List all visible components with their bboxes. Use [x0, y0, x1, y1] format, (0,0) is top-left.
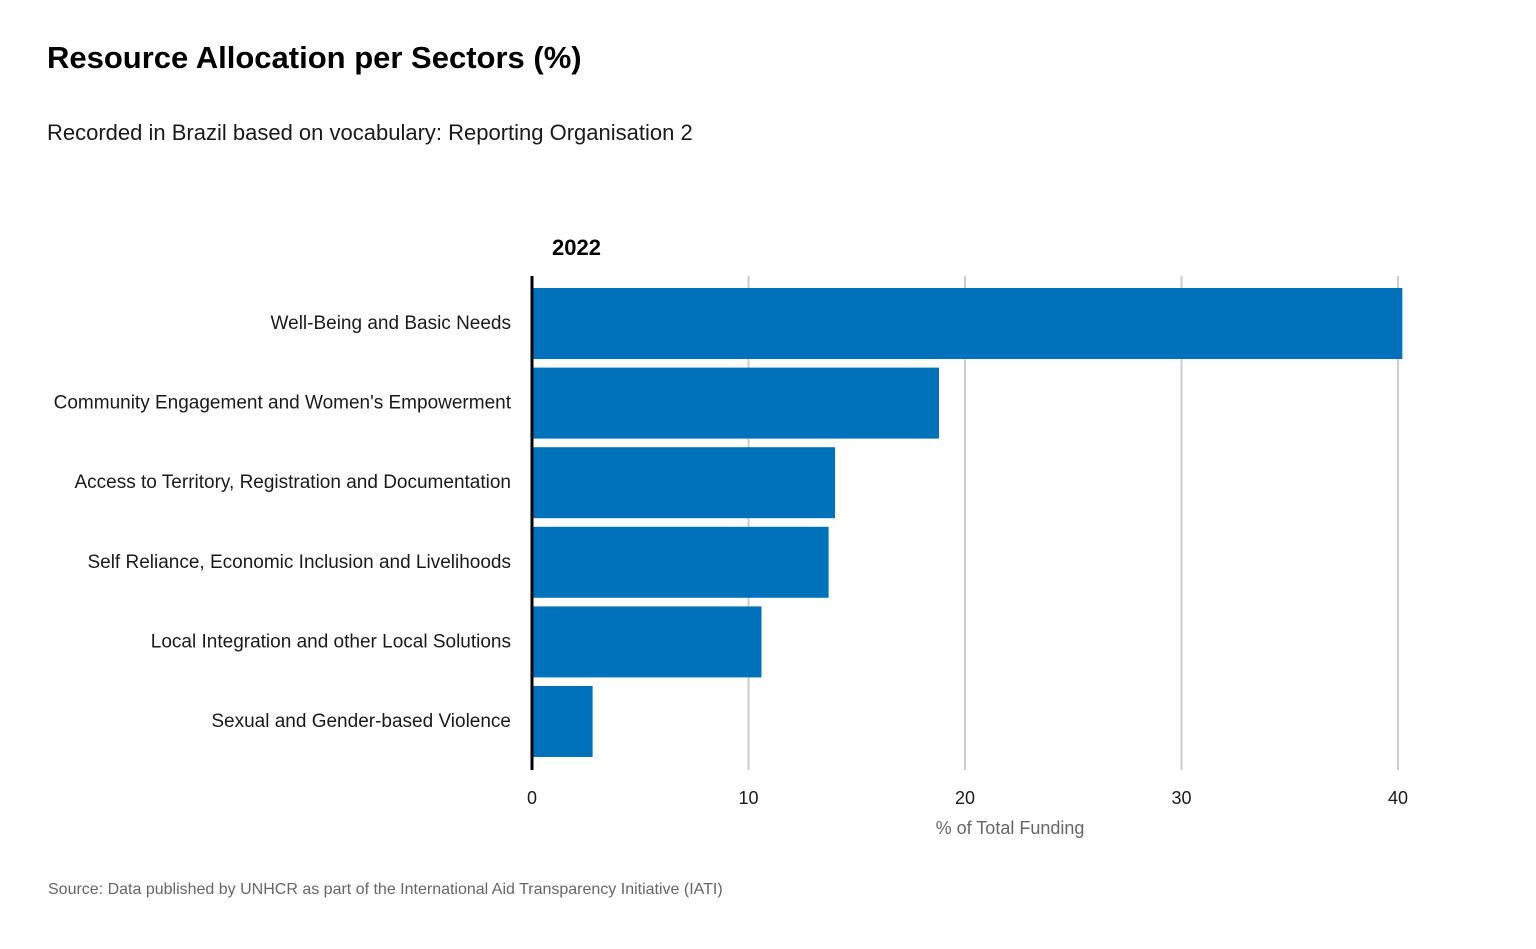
category-label-1: Well-Being and Basic Needs: [271, 313, 511, 334]
bar-1: [532, 288, 1403, 359]
category-label-6: Sexual and Gender-based Violence: [211, 711, 511, 732]
chart-title: Resource Allocation per Sectors (%): [47, 40, 582, 75]
x-tick-labels: 0 10 20 30 40: [527, 788, 1408, 808]
x-tick-label-20: 20: [955, 788, 975, 808]
x-axis-title: % of Total Funding: [936, 818, 1085, 838]
bars: [532, 288, 1403, 757]
category-label-5: Local Integration and other Local Soluti…: [151, 631, 511, 652]
x-tick-label-10: 10: [738, 788, 758, 808]
bar-2: [532, 367, 940, 439]
bar-3: [532, 447, 836, 519]
x-tick-label-0: 0: [527, 788, 537, 808]
chart-subtitle: Recorded in Brazil based on vocabulary: …: [47, 120, 693, 145]
category-label-4: Self Reliance, Economic Inclusion and Li…: [87, 552, 511, 573]
source-note: Source: Data published by UNHCR as part …: [48, 881, 723, 898]
x-tick-label-40: 40: [1388, 788, 1408, 808]
bar-6: [532, 686, 593, 757]
facet-label: 2022: [552, 235, 601, 260]
bar-5: [532, 606, 762, 678]
category-labels: Well-Being and Basic Needs Community Enga…: [54, 313, 512, 732]
category-label-3: Access to Territory, Registration and Do…: [75, 472, 512, 493]
x-tick-label-30: 30: [1171, 788, 1191, 808]
bar-4: [532, 526, 829, 598]
category-label-2: Community Engagement and Women's Empower…: [54, 393, 512, 414]
